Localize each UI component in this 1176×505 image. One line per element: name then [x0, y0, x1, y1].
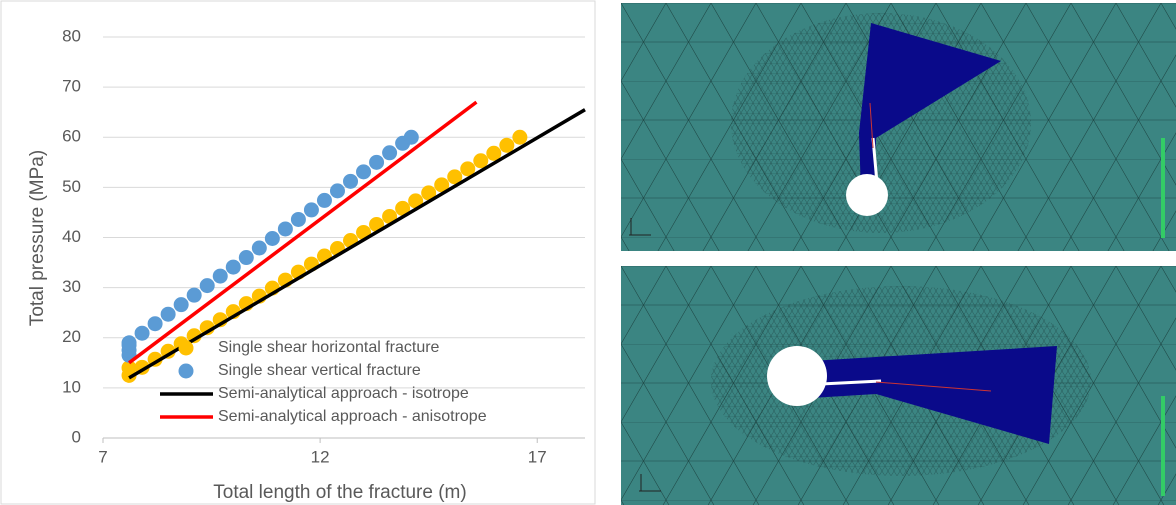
point	[278, 221, 293, 236]
point	[404, 130, 419, 145]
point	[122, 335, 137, 350]
y-tick-label: 80	[62, 26, 81, 45]
point	[161, 307, 176, 322]
page: Total length of the fracture (m) Total p…	[0, 0, 1176, 505]
y-tick-label: 50	[62, 177, 81, 196]
point	[265, 231, 280, 246]
point	[369, 155, 384, 170]
point	[239, 250, 254, 265]
simulation-vertical	[621, 3, 1176, 251]
x-axis-label: Total length of the fracture (m)	[213, 482, 466, 503]
point	[200, 278, 215, 293]
point	[291, 212, 306, 227]
point	[512, 130, 527, 145]
point	[382, 145, 397, 160]
point	[213, 269, 228, 284]
y-tick-label: 30	[62, 277, 81, 296]
legend-label: Semi-analytical approach - anisotrope	[218, 408, 487, 425]
y-tick-label: 40	[62, 227, 81, 246]
point	[343, 174, 358, 189]
point	[304, 202, 319, 217]
simulation-horizontal	[621, 266, 1176, 505]
y-axis-label: Total pressure (MPa)	[27, 150, 48, 326]
y-tick-label: 20	[62, 327, 81, 346]
y-tick-label: 60	[62, 127, 81, 146]
legend-label: Semi-analytical approach - isotrope	[218, 385, 469, 402]
chart-frame	[1, 1, 595, 504]
y-tick-label: 0	[72, 427, 81, 446]
y-tick-label: 10	[62, 377, 81, 396]
x-tick-label: 7	[98, 447, 107, 466]
y-tick-label: 70	[62, 77, 81, 96]
x-tick-label: 17	[528, 447, 547, 466]
point	[499, 138, 514, 153]
point	[317, 193, 332, 208]
x-tick-label: 12	[311, 447, 330, 466]
legend-marker	[179, 341, 194, 356]
point	[356, 164, 371, 179]
point	[330, 183, 345, 198]
point	[135, 326, 150, 341]
legend-marker	[179, 364, 194, 379]
legend-label: Single shear vertical fracture	[218, 362, 421, 379]
point	[148, 316, 163, 331]
point	[226, 260, 241, 275]
point	[174, 297, 189, 312]
point	[187, 288, 202, 303]
point	[252, 241, 267, 256]
legend-label: Single shear horizontal fracture	[218, 339, 440, 356]
chart: Total length of the fracture (m) Total p…	[0, 0, 600, 505]
